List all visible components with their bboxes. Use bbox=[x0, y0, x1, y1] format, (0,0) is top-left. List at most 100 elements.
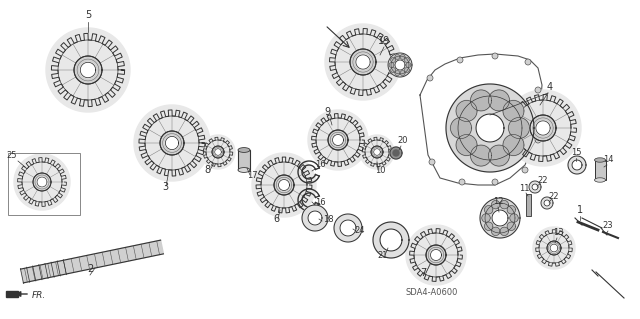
Text: 24: 24 bbox=[355, 226, 365, 235]
Polygon shape bbox=[371, 146, 383, 158]
Circle shape bbox=[522, 167, 528, 173]
Polygon shape bbox=[380, 229, 402, 251]
Polygon shape bbox=[484, 205, 493, 214]
Text: 11: 11 bbox=[519, 184, 529, 193]
Polygon shape bbox=[389, 63, 394, 67]
Polygon shape bbox=[350, 49, 376, 75]
Ellipse shape bbox=[238, 148, 250, 152]
Polygon shape bbox=[503, 100, 524, 122]
Polygon shape bbox=[572, 160, 582, 170]
Text: 25: 25 bbox=[7, 151, 17, 160]
Polygon shape bbox=[541, 197, 553, 209]
Polygon shape bbox=[431, 249, 442, 261]
Polygon shape bbox=[500, 227, 509, 235]
Text: 22: 22 bbox=[538, 176, 548, 185]
Polygon shape bbox=[201, 135, 235, 169]
Polygon shape bbox=[530, 115, 556, 141]
Polygon shape bbox=[547, 241, 561, 255]
Circle shape bbox=[535, 87, 541, 93]
Ellipse shape bbox=[595, 178, 605, 182]
Polygon shape bbox=[274, 175, 294, 195]
Text: 23: 23 bbox=[603, 221, 613, 230]
Polygon shape bbox=[165, 137, 179, 150]
Polygon shape bbox=[388, 53, 412, 77]
Polygon shape bbox=[308, 211, 322, 225]
Text: 14: 14 bbox=[603, 155, 613, 164]
Polygon shape bbox=[404, 68, 410, 72]
Polygon shape bbox=[6, 291, 18, 297]
Text: 9: 9 bbox=[324, 107, 330, 117]
Text: 17: 17 bbox=[246, 171, 257, 180]
Text: 16: 16 bbox=[315, 160, 325, 169]
Polygon shape bbox=[274, 175, 294, 195]
Circle shape bbox=[429, 159, 435, 165]
Polygon shape bbox=[470, 145, 492, 166]
Polygon shape bbox=[533, 227, 575, 269]
Bar bbox=[238, 150, 250, 170]
Text: 19: 19 bbox=[378, 36, 390, 46]
Polygon shape bbox=[395, 55, 400, 59]
Polygon shape bbox=[390, 147, 402, 159]
Polygon shape bbox=[252, 153, 316, 217]
Text: 13: 13 bbox=[553, 228, 563, 237]
Bar bbox=[8, 153, 80, 215]
Polygon shape bbox=[395, 60, 405, 70]
Polygon shape bbox=[484, 222, 493, 230]
Circle shape bbox=[459, 179, 465, 185]
Polygon shape bbox=[488, 145, 509, 166]
Ellipse shape bbox=[595, 158, 605, 162]
Polygon shape bbox=[74, 56, 102, 84]
Polygon shape bbox=[390, 57, 396, 63]
Text: 16: 16 bbox=[315, 198, 325, 207]
Polygon shape bbox=[134, 105, 210, 181]
Bar bbox=[526, 194, 531, 216]
Circle shape bbox=[427, 75, 433, 81]
Circle shape bbox=[457, 57, 463, 63]
Text: 2: 2 bbox=[87, 264, 93, 274]
Ellipse shape bbox=[238, 167, 250, 172]
Polygon shape bbox=[406, 225, 466, 285]
Polygon shape bbox=[488, 90, 509, 111]
Polygon shape bbox=[536, 121, 550, 135]
Polygon shape bbox=[446, 84, 534, 172]
Text: 4: 4 bbox=[547, 82, 553, 92]
Text: 6: 6 bbox=[273, 214, 279, 224]
Polygon shape bbox=[390, 68, 396, 72]
Polygon shape bbox=[37, 177, 47, 187]
Polygon shape bbox=[456, 100, 477, 122]
Bar bbox=[595, 160, 605, 180]
Text: 21: 21 bbox=[378, 251, 388, 260]
Polygon shape bbox=[160, 131, 184, 155]
Polygon shape bbox=[374, 149, 380, 155]
Polygon shape bbox=[510, 214, 518, 222]
Text: 18: 18 bbox=[323, 215, 333, 224]
Polygon shape bbox=[530, 115, 556, 141]
Polygon shape bbox=[33, 173, 51, 191]
Polygon shape bbox=[46, 28, 130, 112]
Polygon shape bbox=[400, 70, 405, 76]
Circle shape bbox=[525, 59, 531, 65]
Polygon shape bbox=[532, 184, 538, 190]
Polygon shape bbox=[328, 130, 348, 150]
Text: 22: 22 bbox=[548, 192, 559, 201]
Polygon shape bbox=[328, 130, 348, 150]
Polygon shape bbox=[373, 222, 409, 258]
Polygon shape bbox=[404, 57, 410, 63]
Polygon shape bbox=[451, 117, 472, 138]
Polygon shape bbox=[544, 200, 550, 206]
Polygon shape bbox=[371, 146, 383, 158]
Polygon shape bbox=[212, 146, 224, 158]
Polygon shape bbox=[492, 200, 500, 209]
Polygon shape bbox=[470, 90, 492, 111]
Polygon shape bbox=[492, 210, 508, 226]
Polygon shape bbox=[509, 117, 529, 138]
Text: 5: 5 bbox=[85, 10, 91, 20]
Text: 7: 7 bbox=[420, 268, 426, 278]
Polygon shape bbox=[426, 245, 446, 265]
Polygon shape bbox=[507, 205, 516, 214]
Polygon shape bbox=[400, 55, 405, 59]
Text: FR.: FR. bbox=[32, 291, 46, 300]
Polygon shape bbox=[212, 146, 224, 158]
Polygon shape bbox=[529, 181, 541, 193]
Polygon shape bbox=[356, 55, 370, 69]
